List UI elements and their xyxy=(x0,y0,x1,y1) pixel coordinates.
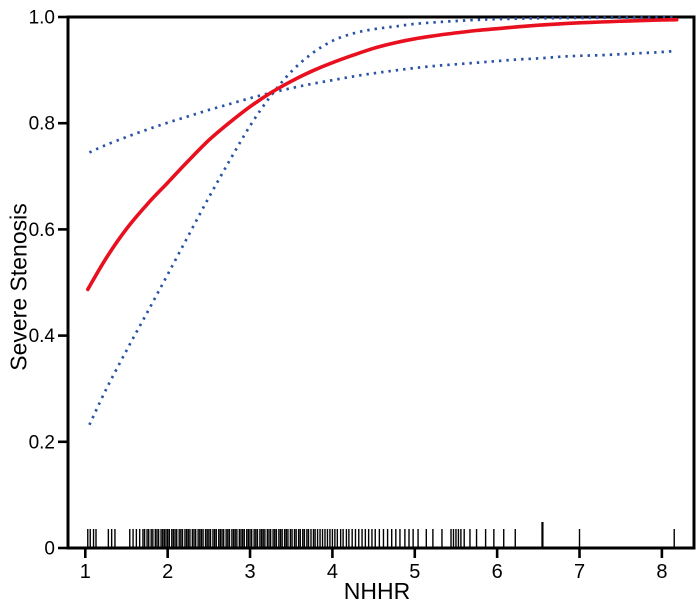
plot-border xyxy=(66,15,696,550)
fitted-curve xyxy=(86,17,679,292)
y-axis-title: Severe Stenosis xyxy=(5,203,32,371)
x-tick-label: 7 xyxy=(574,561,585,583)
ci-band-1 xyxy=(88,49,676,154)
y-tick-label: 0.2 xyxy=(29,432,55,453)
x-tick-label: 8 xyxy=(656,561,667,583)
x-tick-label: 6 xyxy=(492,561,503,583)
y-tick-label: 0.6 xyxy=(29,220,55,241)
y-tick-label: 1.0 xyxy=(29,8,55,29)
y-tick-label: 0.8 xyxy=(29,114,55,135)
x-axis-title: NHHR xyxy=(343,578,411,602)
x-tick-label: 1 xyxy=(80,561,91,583)
x-tick-label: 4 xyxy=(327,561,338,583)
x-tick-label: 5 xyxy=(409,561,420,583)
x-tick-label: 3 xyxy=(244,561,255,583)
ci-band-2 xyxy=(88,16,676,426)
y-tick-label: 0 xyxy=(44,539,55,560)
x-tick-label: 2 xyxy=(162,561,173,583)
y-tick-label: 0.4 xyxy=(29,326,56,347)
